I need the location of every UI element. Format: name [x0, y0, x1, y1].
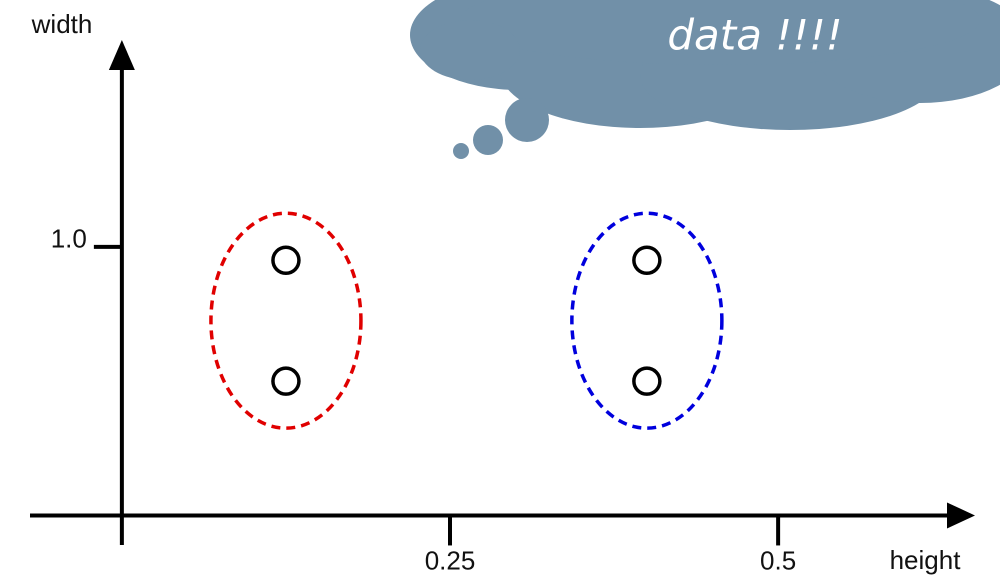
- x-tick-label: 0.5: [760, 545, 796, 575]
- x-axis-label: height: [890, 545, 962, 575]
- cluster-outline: [572, 213, 722, 428]
- cluster-outline: [211, 213, 361, 428]
- y-tick-label: 1.0: [51, 224, 87, 254]
- y-axis-arrow: [109, 40, 135, 70]
- chart: data !!!! width height 0.25 0.5 1.0: [0, 0, 1000, 580]
- y-axis-label: width: [31, 9, 93, 39]
- data-point: [634, 368, 660, 394]
- x-tick-label: 0.25: [425, 545, 476, 575]
- data-point: [634, 247, 660, 273]
- x-axis-arrow: [947, 502, 975, 528]
- data-point: [273, 247, 299, 273]
- data-point: [273, 368, 299, 394]
- annotation: data !!!!: [667, 11, 842, 60]
